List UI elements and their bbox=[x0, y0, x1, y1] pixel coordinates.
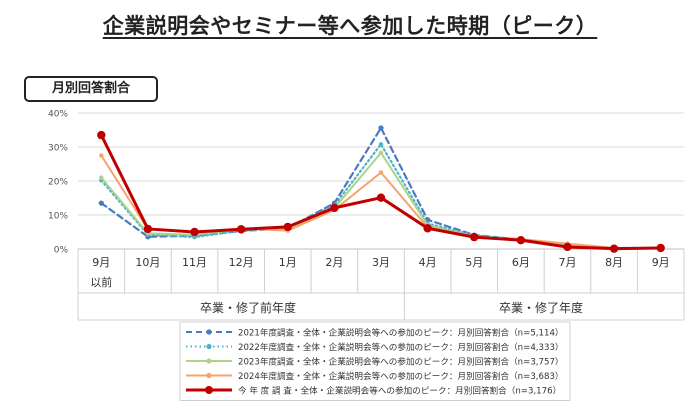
x-tick-label: 2月 bbox=[325, 256, 343, 269]
y-tick-label: 0% bbox=[54, 246, 69, 256]
data-point bbox=[563, 242, 572, 252]
legend-label: 今 年 度 調 査・全体・企業説明会等への参加のピーク：月別回答割合（n=3,1… bbox=[238, 385, 561, 397]
legend-label: 2024年度調査・全体・企業説明会等への参加のピーク：月別回答割合（n=3,68… bbox=[238, 370, 564, 382]
data-point bbox=[99, 153, 104, 158]
legend-label: 2023年度調査・全体・企業説明会等への参加のピーク：月別回答割合（n=3,75… bbox=[238, 356, 564, 368]
y-tick-label: 20% bbox=[48, 178, 68, 188]
y-axis: 40% 30% 20% 10% 0% bbox=[48, 110, 68, 256]
x-tick-label: 7月 bbox=[558, 256, 576, 269]
data-point bbox=[143, 224, 153, 234]
chart-badge: 月別回答割合 bbox=[24, 76, 158, 102]
legend-label: 2022年度調査・全体・企業説明会等への参加のピーク：月別回答割合（n=4,33… bbox=[238, 341, 564, 353]
x-tick-label: 5月 bbox=[465, 256, 483, 269]
period-label-during: 卒業・修了年度 bbox=[499, 300, 583, 315]
data-point bbox=[516, 235, 526, 245]
page-title-text: 企業説明会やセミナー等へ参加した時期（ピーク） bbox=[102, 14, 598, 38]
data-point bbox=[378, 142, 384, 147]
data-point bbox=[423, 224, 432, 233]
data-point bbox=[378, 125, 384, 131]
x-tick-label: 11月 bbox=[182, 256, 207, 269]
x-tick-label: 4月 bbox=[419, 256, 437, 269]
legend-label: 2021年度調査・全体・企業説明会等への参加のピーク：月別回答割合（n=5,11… bbox=[238, 327, 564, 339]
data-point bbox=[656, 243, 665, 253]
page-title: 企業説明会やセミナー等へ参加した時期（ピーク） bbox=[0, 10, 700, 40]
legend-marker bbox=[206, 358, 212, 364]
data-point bbox=[470, 232, 479, 242]
data-point bbox=[378, 170, 384, 175]
x-tick-label: 9月 bbox=[652, 256, 670, 269]
data-point bbox=[97, 130, 106, 140]
x-tick-label: 3月 bbox=[372, 256, 390, 269]
y-tick-label: 10% bbox=[48, 212, 68, 222]
legend-marker bbox=[205, 386, 213, 394]
data-point bbox=[609, 244, 619, 253]
legend: 2021年度調査・全体・企業説明会等への参加のピーク：月別回答割合（n=5,11… bbox=[179, 321, 571, 401]
data-point bbox=[283, 222, 292, 232]
data-point bbox=[99, 175, 104, 180]
data-point bbox=[98, 200, 104, 206]
x-tick-label: 1月 bbox=[279, 256, 297, 269]
y-tick-label: 30% bbox=[48, 144, 68, 154]
data-point bbox=[378, 150, 384, 155]
period-labels: 卒業・修了前年度 卒業・修了年度 bbox=[200, 300, 583, 315]
x-tick-sublabel: 以前 bbox=[90, 275, 112, 289]
legend-marker bbox=[206, 329, 212, 335]
legend-marker bbox=[206, 372, 212, 379]
period-label-before: 卒業・修了前年度 bbox=[200, 300, 296, 315]
data-point bbox=[376, 193, 386, 202]
x-tick-label: 9月 bbox=[92, 256, 110, 269]
legend-marker bbox=[206, 343, 212, 350]
data-point bbox=[236, 225, 246, 234]
x-tick-label: 8月 bbox=[605, 256, 623, 269]
legend-box bbox=[179, 321, 571, 401]
series-lines bbox=[97, 125, 665, 253]
x-tick-label: 12月 bbox=[229, 256, 254, 269]
data-point bbox=[190, 227, 199, 237]
y-tick-label: 40% bbox=[48, 110, 68, 120]
data-point bbox=[330, 203, 339, 213]
x-tick-label: 6月 bbox=[512, 256, 530, 269]
x-tick-label: 10月 bbox=[135, 256, 160, 269]
